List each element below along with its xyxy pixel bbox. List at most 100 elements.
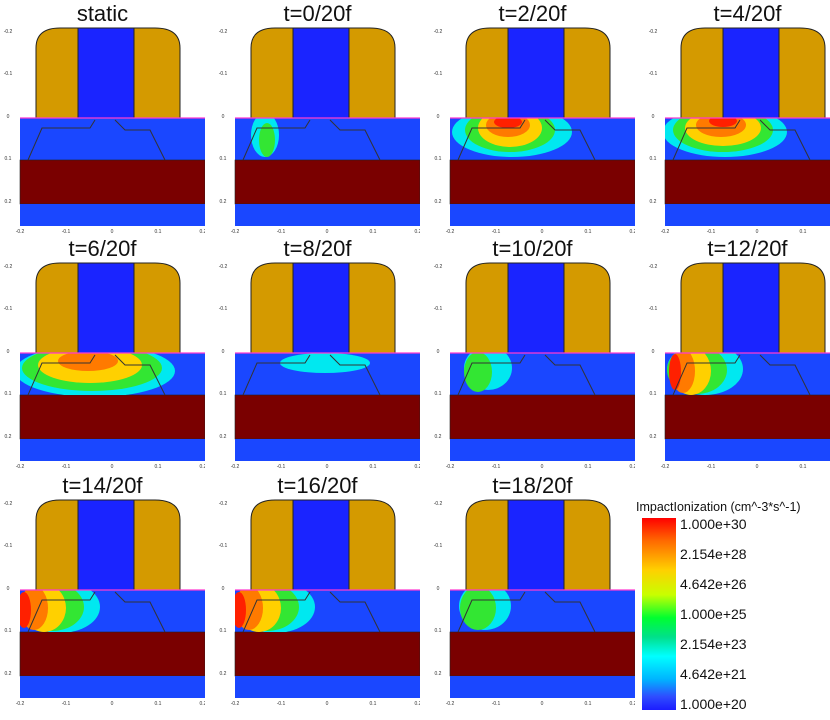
x-tick-label: 0.2	[415, 464, 420, 470]
y-tick-label: -0.1	[649, 71, 658, 77]
simulation-panel: t=2/20f -0.2 -0.1 0 0.1 0.2 -0.2 -0.1 0 0.1 0.2	[430, 0, 635, 235]
y-tick-label: 0.1	[5, 391, 12, 397]
x-tick-label: 0.1	[370, 701, 377, 707]
y-tick-label: 0	[222, 586, 225, 592]
gate-electrode	[77, 27, 135, 119]
y-tick-label: 0	[437, 114, 440, 120]
y-tick-label: -0.2	[434, 29, 443, 35]
buried-oxide-region	[234, 631, 420, 677]
x-tick-label: -0.1	[277, 464, 286, 470]
x-tick-label: 0	[111, 464, 114, 470]
legend-tick-label: 1.000e+20	[680, 696, 747, 712]
x-tick-label: -0.1	[707, 229, 716, 235]
panel-title: t=0/20f	[283, 1, 352, 26]
y-tick-label: 0.2	[220, 434, 227, 440]
x-tick-label: 0.1	[800, 464, 807, 470]
device-cross-section: -0.2 -0.1 0 0.1 0.2 -0.2 -0.1 0 0.1 0.2	[219, 499, 420, 707]
substrate-region	[20, 676, 205, 698]
substrate-region	[235, 439, 420, 461]
panel-title: t=12/20f	[707, 236, 788, 261]
x-tick-label: -0.1	[707, 464, 716, 470]
buried-oxide-region	[664, 159, 830, 205]
legend-tick-label: 4.642e+26	[680, 576, 747, 592]
y-tick-label: -0.1	[219, 543, 228, 549]
x-tick-label: -0.1	[62, 464, 71, 470]
y-tick-label: -0.1	[4, 543, 13, 549]
y-tick-label: 0.1	[5, 628, 12, 634]
y-tick-label: 0.2	[435, 434, 442, 440]
substrate-region	[20, 439, 205, 461]
y-tick-label: -0.1	[434, 306, 443, 312]
x-tick-label: 0.2	[200, 701, 205, 707]
panel-title: t=18/20f	[492, 473, 573, 498]
gate-electrode	[507, 27, 565, 119]
simulation-panel: t=14/20f -0.2 -0.1 0 0.1 0.2 -0.2 -0.1 0 0.1 0.2	[0, 472, 205, 707]
x-tick-label: 0.1	[800, 229, 807, 235]
x-tick-label: -0.2	[446, 464, 455, 470]
y-tick-label: -0.2	[219, 501, 228, 507]
legend-tick-label: 2.154e+28	[680, 546, 747, 562]
ionization-contour	[235, 592, 246, 628]
y-tick-label: 0.1	[220, 156, 227, 162]
junction-line	[457, 591, 596, 633]
y-tick-label: 0	[7, 586, 10, 592]
panel-title: t=8/20f	[283, 236, 352, 261]
junction-line	[457, 119, 596, 161]
junction-line	[27, 591, 166, 633]
panel-title: t=14/20f	[62, 473, 143, 498]
device-cross-section: -0.2 -0.1 0 0.1 0.2 -0.2 -0.1 0 0.1 0.2	[434, 499, 635, 707]
x-tick-label: 0.2	[200, 464, 205, 470]
buried-oxide-region	[449, 159, 635, 205]
y-tick-label: -0.1	[219, 306, 228, 312]
panel-title: t=2/20f	[498, 1, 567, 26]
impact-ionization-field	[280, 353, 370, 373]
simulation-panel: t=6/20f -0.2 -0.1 0 0.1 0.2 -0.2 -0.1 0 0.1 0.2	[0, 235, 205, 470]
buried-oxide-region	[234, 394, 420, 440]
device-cross-section: -0.2 -0.1 0 0.1 0.2 -0.2 -0.1 0 0.1 0.2	[4, 499, 205, 707]
device-cross-section: -0.2 -0.1 0 0.1 0.2 -0.2 -0.1 0 0.1 0.2	[434, 27, 635, 235]
simulation-panel: t=18/20f -0.2 -0.1 0 0.1 0.2 -0.2 -0.1 0 0.1 0.2	[430, 472, 635, 707]
x-tick-label: 0	[541, 464, 544, 470]
y-tick-label: 0	[652, 349, 655, 355]
y-tick-label: 0	[7, 349, 10, 355]
buried-oxide-region	[449, 631, 635, 677]
ionization-contour	[460, 590, 496, 630]
x-tick-label: 0.1	[155, 229, 162, 235]
device-cross-section: -0.2 -0.1 0 0.1 0.2 -0.2 -0.1 0 0.1 0.2	[219, 27, 420, 235]
legend-tick-label: 2.154e+23	[680, 636, 747, 652]
y-tick-label: -0.1	[434, 71, 443, 77]
buried-oxide-region	[664, 394, 830, 440]
substrate-region	[450, 676, 635, 698]
y-tick-label: -0.2	[219, 264, 228, 270]
x-tick-label: 0	[326, 229, 329, 235]
y-tick-label: -0.1	[649, 306, 658, 312]
x-tick-label: 0.2	[630, 464, 635, 470]
simulation-panel: t=4/20f-0.2-0.100.10.2-0.2-0.100.10.2	[645, 0, 830, 235]
y-tick-label: -0.1	[4, 71, 13, 77]
gate-electrode	[77, 262, 135, 354]
x-tick-label: -0.1	[492, 464, 501, 470]
junction-line	[27, 119, 166, 161]
y-tick-label: 0.1	[435, 628, 442, 634]
y-tick-label: 0	[437, 349, 440, 355]
x-tick-label: -0.1	[277, 701, 286, 707]
substrate-region	[235, 676, 420, 698]
x-tick-label: -0.1	[277, 229, 286, 235]
y-tick-label: 0.2	[220, 199, 227, 205]
y-tick-label: -0.2	[4, 501, 13, 507]
y-tick-label: 0	[437, 586, 440, 592]
y-tick-label: -0.2	[434, 501, 443, 507]
colorbar-legend: ImpactIonization (cm^-3*s^-1) 1.000e+30 2…	[636, 500, 826, 715]
simulation-panel: t=10/20f -0.2 -0.1 0 0.1 0.2 -0.2 -0.1 0 0.1 0.2	[430, 235, 635, 470]
y-tick-label: 0.1	[650, 391, 657, 397]
junction-line	[242, 591, 381, 633]
x-tick-label: 0.1	[155, 464, 162, 470]
y-tick-label: 0.2	[5, 199, 12, 205]
y-tick-label: 0.2	[435, 671, 442, 677]
buried-oxide-region	[234, 159, 420, 205]
x-tick-label: 0.1	[585, 229, 592, 235]
x-tick-label: -0.1	[62, 229, 71, 235]
gate-electrode	[507, 499, 565, 591]
x-tick-label: -0.2	[231, 464, 240, 470]
gate-electrode	[292, 499, 350, 591]
